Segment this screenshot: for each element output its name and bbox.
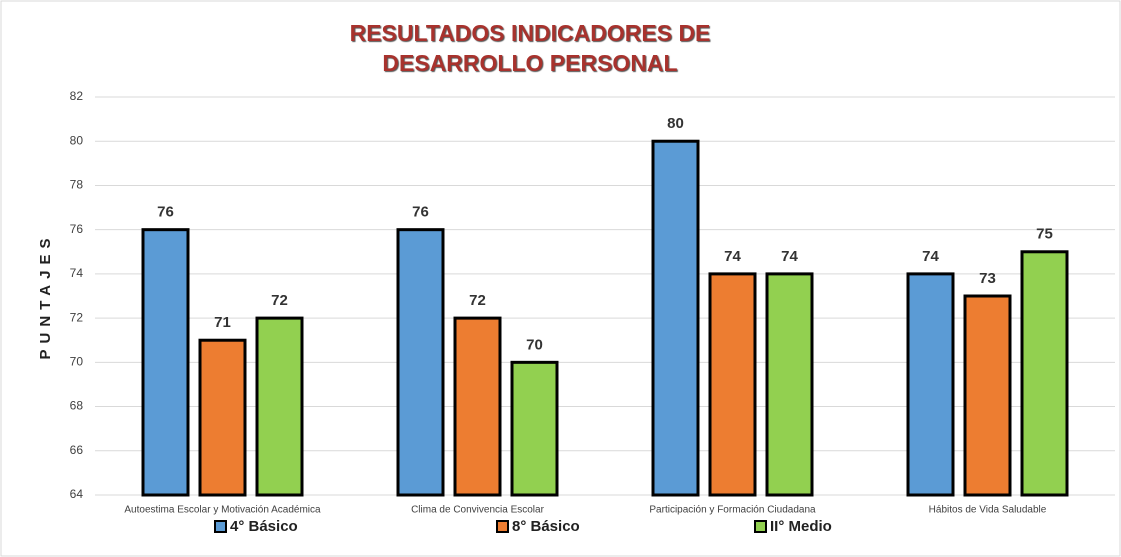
data-label: 70 <box>526 336 543 353</box>
y-tick-label: 68 <box>70 399 84 413</box>
bar <box>1020 250 1069 497</box>
data-label: 76 <box>157 204 174 221</box>
data-label: 74 <box>724 248 741 265</box>
legend-swatch <box>754 520 767 533</box>
y-axis-label: PUNTAJES <box>37 233 54 360</box>
x-tick-label: Clima de Convivencia Escolar <box>411 505 545 516</box>
data-label: 76 <box>412 204 429 221</box>
y-tick-label: 72 <box>70 310 84 324</box>
y-tick-label: 70 <box>70 355 84 369</box>
legend-label: 4° Básico <box>230 518 298 535</box>
bar <box>510 360 559 497</box>
y-tick-label: 82 <box>70 89 84 103</box>
data-label: 80 <box>667 115 684 132</box>
legend-swatch <box>214 520 227 533</box>
chart-title: RESULTADOS INDICADORES DE DESARROLLO PER… <box>349 20 711 76</box>
y-tick-label: 66 <box>70 443 84 457</box>
legend-label: II° Medio <box>770 518 832 535</box>
data-label: 74 <box>781 248 798 265</box>
bar <box>651 139 700 497</box>
bar <box>963 294 1012 497</box>
x-tick-label: Hábitos de Vida Saludable <box>929 505 1047 516</box>
data-label: 74 <box>922 248 939 265</box>
x-tick-label: Participación y Formación Ciudadana <box>649 505 816 516</box>
y-tick-label: 74 <box>70 266 84 280</box>
data-label: 71 <box>214 314 231 331</box>
bar <box>396 228 445 497</box>
legend-swatch <box>496 520 509 533</box>
bar <box>906 272 955 497</box>
data-label: 75 <box>1036 226 1053 243</box>
bar <box>765 272 814 497</box>
bar <box>198 338 247 497</box>
bar <box>255 316 304 497</box>
y-tick-label: 64 <box>70 487 84 501</box>
data-label: 72 <box>271 292 288 309</box>
y-tick-label: 80 <box>70 133 84 147</box>
data-label: 73 <box>979 270 996 287</box>
bar <box>708 272 757 497</box>
bar <box>141 228 190 497</box>
bar <box>453 316 502 497</box>
y-tick-label: 78 <box>70 178 84 192</box>
x-tick-label: Autoestima Escolar y Motivación Académic… <box>124 505 321 516</box>
legend-label: 8° Básico <box>512 518 580 535</box>
y-tick-label: 76 <box>70 222 84 236</box>
data-label: 72 <box>469 292 486 309</box>
